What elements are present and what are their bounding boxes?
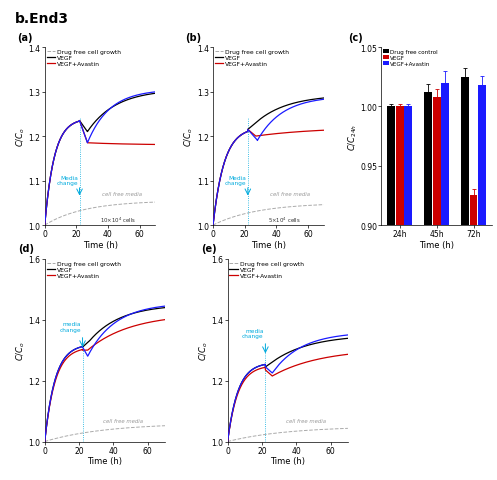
Bar [387,107,395,480]
Legend: Drug free cell growth, VEGF, VEGF+Avastin: Drug free cell growth, VEGF, VEGF+Avasti… [46,260,121,279]
Text: (e): (e) [201,244,217,254]
Bar [433,98,440,480]
Text: $10{\times}10^4$ cells: $10{\times}10^4$ cells [100,215,136,224]
Text: media
change: media change [242,328,264,338]
Y-axis label: $C/C_o$: $C/C_o$ [183,127,195,147]
Bar [441,84,449,480]
X-axis label: Time (h): Time (h) [251,240,286,249]
X-axis label: Time (h): Time (h) [270,456,305,465]
Legend: Drug free control, VEGF, VEGF+Avastin: Drug free control, VEGF, VEGF+Avastin [383,49,439,67]
Text: Media
change: Media change [225,175,246,186]
Text: media
change: media change [59,322,81,332]
Text: Media
change: Media change [56,175,78,186]
Y-axis label: $C/C_o$: $C/C_o$ [15,340,27,360]
Text: $5{\times}10^4$ cells: $5{\times}10^4$ cells [268,215,301,224]
Y-axis label: $C/C_o$: $C/C_o$ [15,127,27,147]
Legend: Drug free cell growth, VEGF, VEGF+Avastin: Drug free cell growth, VEGF, VEGF+Avasti… [214,49,290,68]
Text: (d): (d) [18,244,34,254]
Text: cell free media: cell free media [286,418,326,423]
Text: (a): (a) [17,33,32,43]
Bar [478,86,486,480]
Bar [396,107,404,480]
Y-axis label: $C/C_{24h}$: $C/C_{24h}$ [346,123,359,150]
X-axis label: Time (h): Time (h) [87,456,122,465]
Bar [405,107,412,480]
Bar [461,78,469,480]
X-axis label: Time (h): Time (h) [83,240,118,249]
Text: (b): (b) [185,33,201,43]
Legend: Drug free cell growth, VEGF, VEGF+Avastin: Drug free cell growth, VEGF, VEGF+Avasti… [229,260,304,279]
Y-axis label: $C/C_o$: $C/C_o$ [197,340,210,360]
Legend: Drug free cell growth, VEGF, VEGF+Avastin: Drug free cell growth, VEGF, VEGF+Avasti… [46,49,121,68]
Bar [424,93,432,480]
Bar [470,196,478,480]
X-axis label: Time (h): Time (h) [419,240,454,249]
Text: b.End3: b.End3 [15,12,69,26]
Text: cell free media: cell free media [102,192,142,196]
Text: (c): (c) [348,33,363,43]
Text: cell free media: cell free media [103,418,143,423]
Text: cell free media: cell free media [270,192,310,196]
